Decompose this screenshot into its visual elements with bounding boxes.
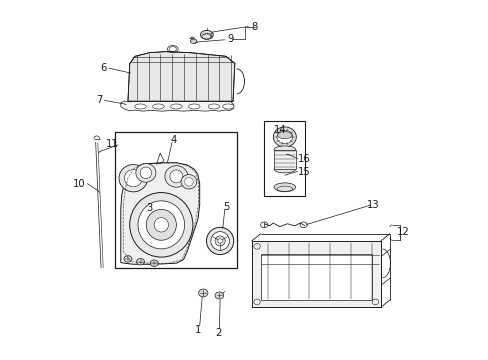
Ellipse shape (198, 289, 207, 297)
Ellipse shape (215, 236, 224, 246)
Ellipse shape (277, 132, 291, 139)
Polygon shape (121, 163, 199, 264)
Ellipse shape (274, 146, 295, 153)
Text: 7: 7 (96, 95, 102, 105)
Ellipse shape (184, 177, 193, 186)
Text: 4: 4 (170, 135, 177, 145)
Text: 11: 11 (105, 139, 118, 149)
Ellipse shape (136, 258, 144, 265)
Ellipse shape (154, 218, 168, 232)
Ellipse shape (146, 210, 176, 240)
Text: 9: 9 (227, 35, 234, 44)
Ellipse shape (208, 104, 219, 109)
Ellipse shape (169, 170, 183, 183)
Text: 5: 5 (223, 202, 229, 212)
Ellipse shape (140, 167, 151, 179)
Ellipse shape (222, 104, 234, 109)
Ellipse shape (164, 166, 187, 187)
Text: 8: 8 (251, 22, 257, 32)
Bar (260, 253, 371, 300)
Ellipse shape (129, 193, 192, 257)
Text: 15: 15 (298, 167, 310, 177)
Ellipse shape (124, 170, 142, 187)
Ellipse shape (218, 239, 222, 243)
Text: 16: 16 (298, 154, 310, 164)
Ellipse shape (276, 130, 292, 144)
Ellipse shape (273, 127, 296, 147)
Ellipse shape (188, 104, 200, 109)
Text: 6: 6 (100, 63, 106, 73)
Text: 12: 12 (396, 227, 408, 237)
Ellipse shape (152, 104, 164, 109)
Ellipse shape (206, 227, 233, 255)
Ellipse shape (190, 39, 196, 43)
Text: 1: 1 (194, 325, 201, 335)
Bar (251, 241, 380, 307)
Ellipse shape (274, 183, 295, 192)
Bar (115, 132, 237, 268)
Text: 3: 3 (146, 203, 152, 213)
Polygon shape (121, 100, 233, 111)
Ellipse shape (124, 256, 132, 262)
Bar (274, 149, 295, 169)
Text: 2: 2 (215, 328, 222, 338)
Ellipse shape (135, 104, 146, 109)
Ellipse shape (200, 31, 213, 39)
Polygon shape (128, 51, 234, 101)
Ellipse shape (170, 104, 182, 109)
Text: 10: 10 (73, 179, 86, 189)
Ellipse shape (181, 175, 196, 189)
Bar (264, 121, 305, 196)
Ellipse shape (136, 163, 156, 182)
Text: 13: 13 (366, 200, 378, 210)
Ellipse shape (215, 292, 223, 299)
Ellipse shape (274, 166, 295, 173)
Ellipse shape (150, 260, 158, 266)
Ellipse shape (138, 201, 184, 249)
Ellipse shape (210, 231, 229, 250)
Text: 14: 14 (273, 125, 286, 135)
Ellipse shape (119, 165, 147, 192)
